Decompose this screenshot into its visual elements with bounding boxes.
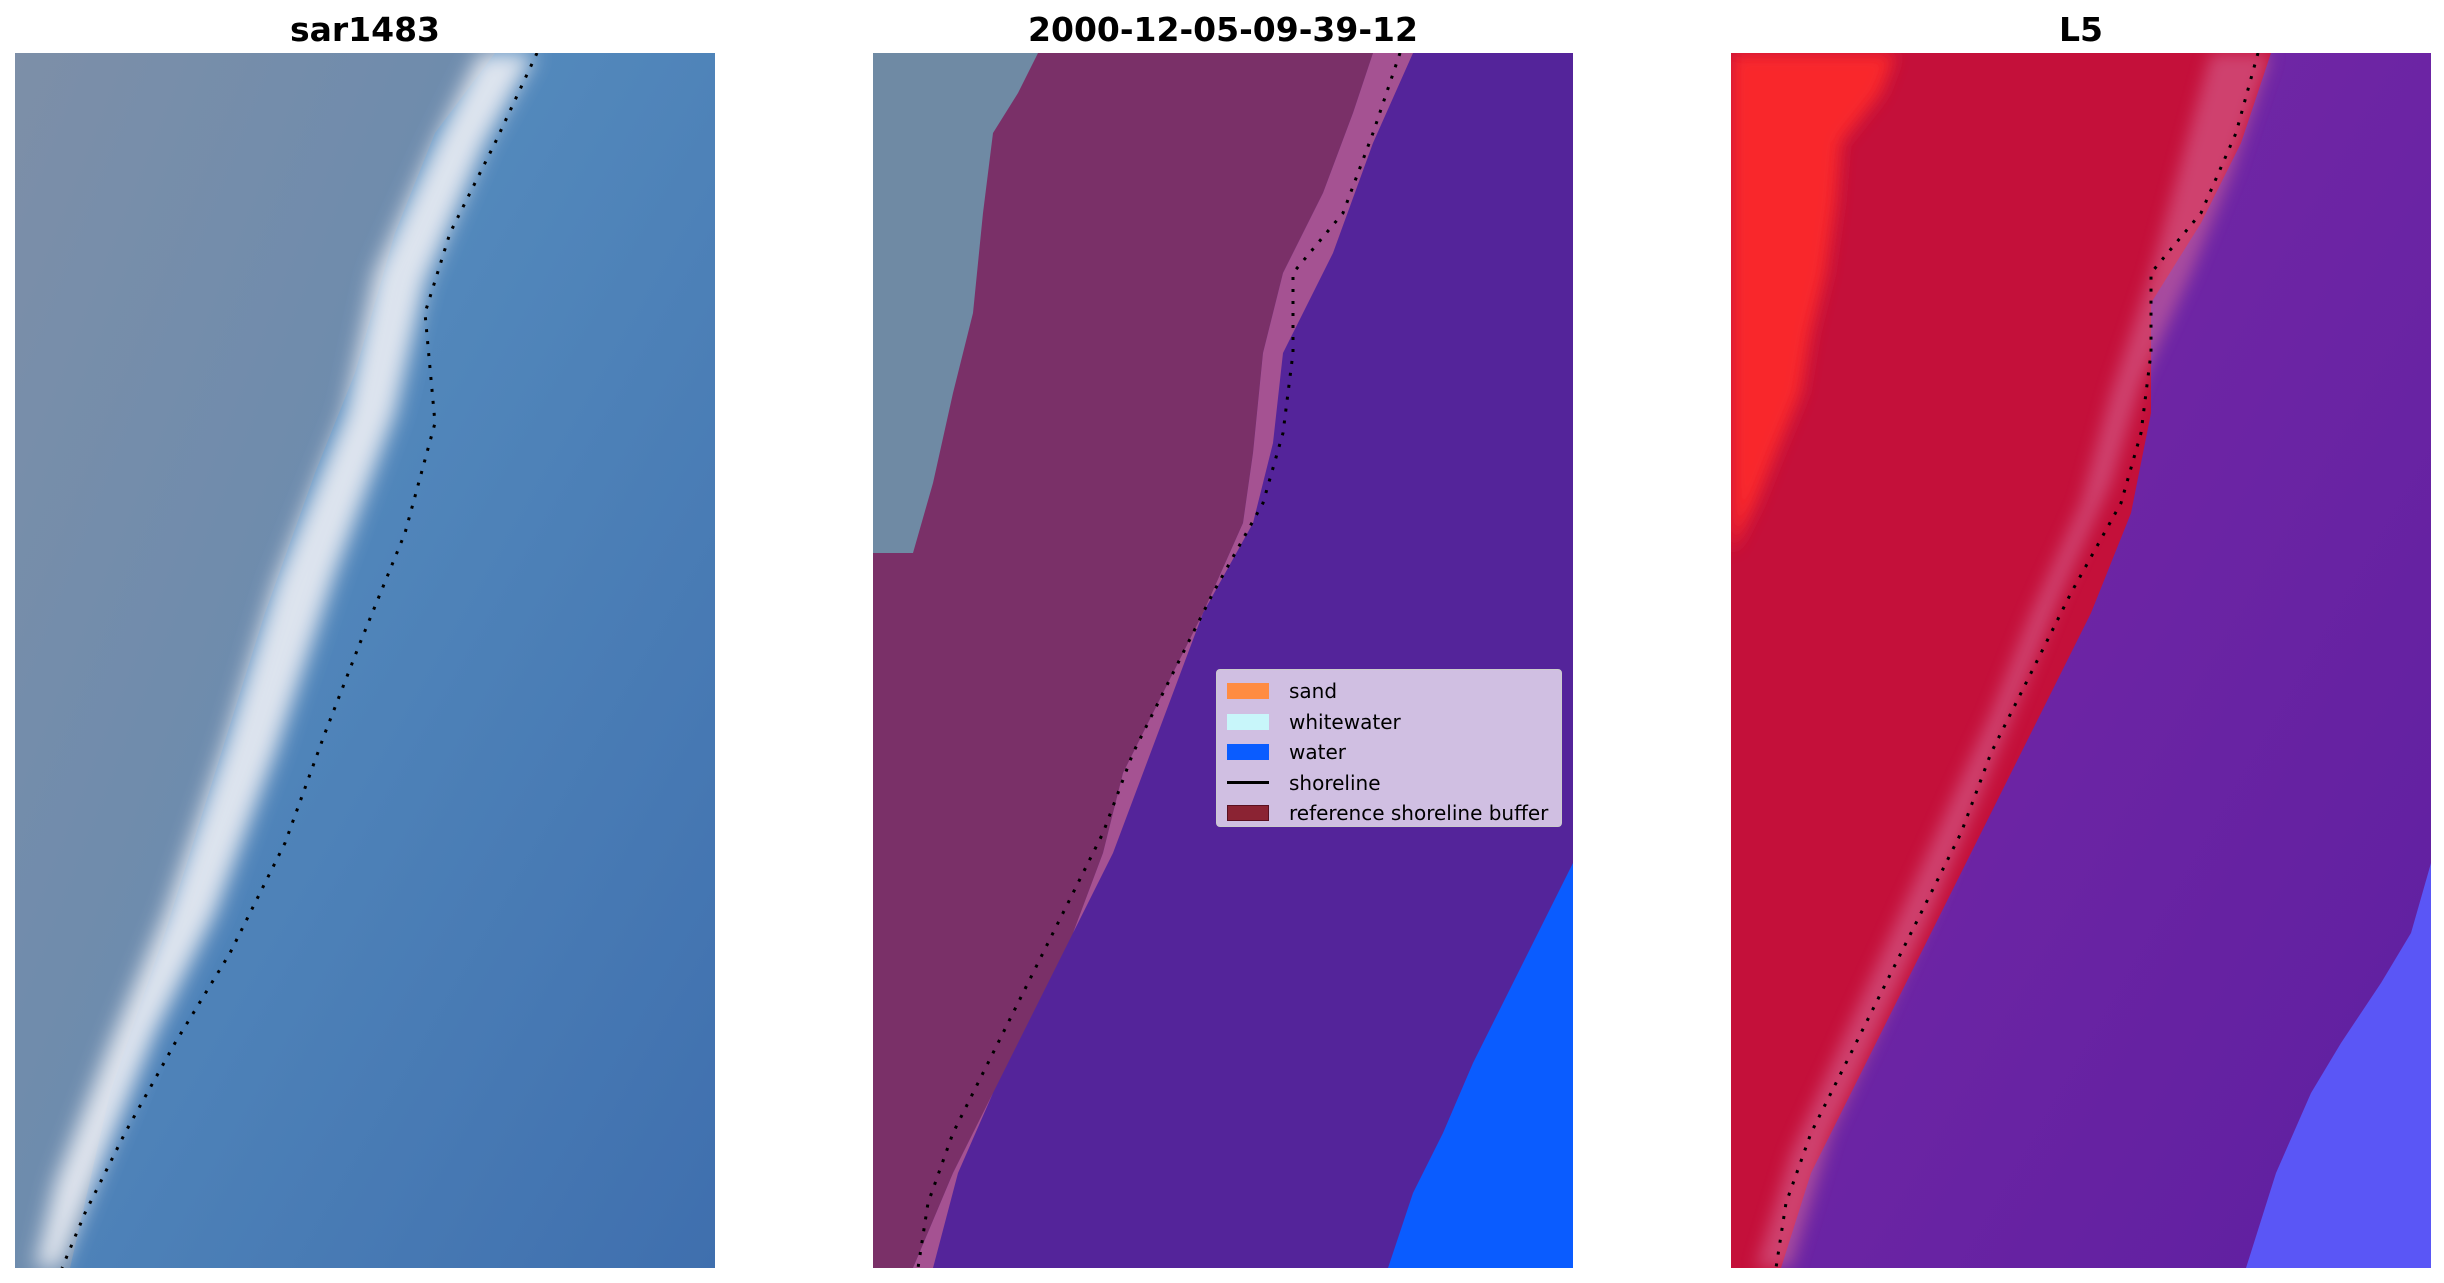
rgb-whitewater-band xyxy=(35,53,535,1268)
legend-label-buffer: reference shoreline buffer xyxy=(1289,801,1549,826)
classification-image xyxy=(873,53,1573,1268)
class-buffer-area xyxy=(873,53,1373,1268)
mndwi-water-bright-area xyxy=(2246,863,2431,1268)
panel-title-mndwi: L5 xyxy=(2059,10,2103,49)
legend-item-buffer: reference shoreline buffer xyxy=(1227,798,1551,829)
legend-item-shoreline: shoreline xyxy=(1227,768,1551,799)
legend-swatch-whitewater xyxy=(1227,713,1269,730)
legend-swatch-buffer xyxy=(1227,805,1269,822)
class-land-area xyxy=(873,53,1038,553)
legend-label-whitewater: whitewater xyxy=(1289,709,1401,734)
panel-title-rgb: sar1483 xyxy=(289,10,441,49)
legend-item-sand: sand xyxy=(1227,676,1551,707)
legend: sand whitewater water shoreline referenc… xyxy=(1216,669,1562,827)
rgb-shoreline xyxy=(60,53,539,1268)
legend-item-water: water xyxy=(1227,737,1551,768)
legend-line-shoreline xyxy=(1227,781,1269,785)
classification-panel xyxy=(873,53,1573,1268)
legend-swatch-sand xyxy=(1227,683,1269,700)
mndwi-transition-band xyxy=(1756,53,2271,1268)
class-water-bright-area xyxy=(1388,863,1573,1268)
legend-swatch-water xyxy=(1227,744,1269,761)
rgb-image xyxy=(15,53,715,1268)
legend-label-shoreline: shoreline xyxy=(1289,770,1381,795)
legend-item-whitewater: whitewater xyxy=(1227,707,1551,738)
mndwi-panel xyxy=(1731,53,2431,1268)
rgb-image-panel xyxy=(15,53,715,1268)
legend-label-sand: sand xyxy=(1289,679,1338,704)
mndwi-shoreline xyxy=(1774,53,2260,1268)
rgb-land-area xyxy=(15,53,495,1268)
mndwi-land-bright-area xyxy=(1731,53,1896,553)
class-shoreline xyxy=(916,53,1402,1268)
legend-label-water: water xyxy=(1289,740,1346,765)
mndwi-image xyxy=(1731,53,2431,1268)
panel-title-classification: 2000-12-05-09-39-12 xyxy=(1028,10,1418,49)
